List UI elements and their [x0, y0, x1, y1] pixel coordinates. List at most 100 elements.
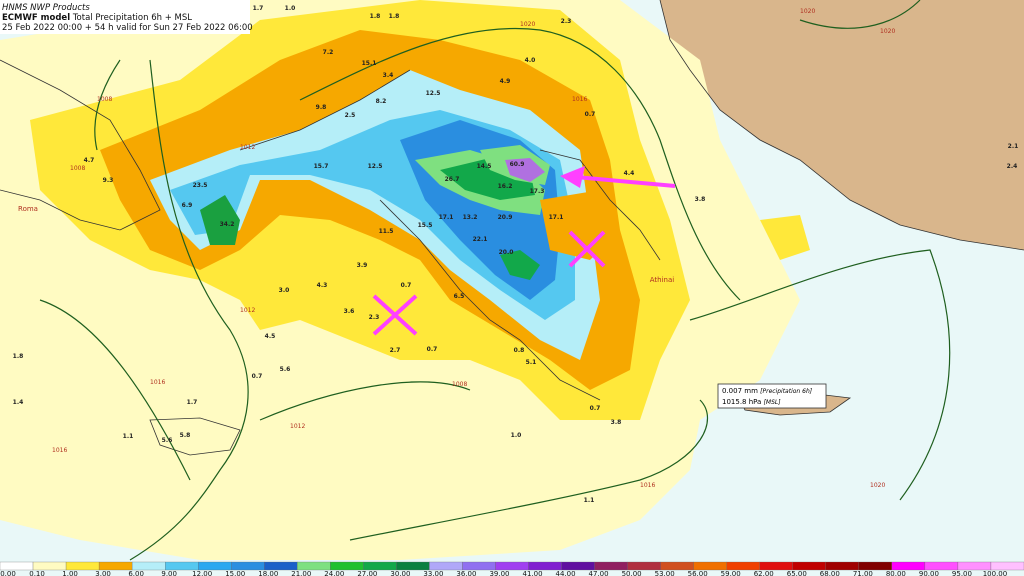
place-label: Athinai [650, 276, 675, 284]
land [660, 0, 1024, 250]
colorbar-label: 39.00 [489, 570, 509, 576]
isobar-label: 1012 [240, 307, 255, 314]
precip-value: 6.5 [454, 293, 465, 300]
precip-value: 0.8 [514, 347, 525, 354]
isobar [349, 249, 951, 541]
precip-value: 12.5 [368, 163, 383, 170]
colorbar-swatch [297, 561, 331, 571]
colorbar-label: 59.00 [721, 570, 741, 576]
colorbar-swatch [660, 561, 694, 571]
colorbar-label: 53.00 [655, 570, 675, 576]
colorbar-swatch [198, 561, 232, 571]
labels: Roma Athinai 1020 1016 1012 1012 1016 1016 1020 1… [13, 5, 1019, 504]
colorbar-label: 15.00 [225, 570, 245, 576]
colorbar-swatch [32, 561, 67, 571]
precip-value: 3.9 [357, 262, 368, 269]
colorbar-swatch [0, 561, 34, 571]
precip-value: 3.8 [695, 196, 706, 203]
precip-value: 3.6 [344, 308, 355, 315]
colorbar-label: 68.00 [820, 570, 840, 576]
colorbar: 0.00 0.10 1.00 3.00 6.00 9.00 12.00 15.00 18.00 2… [0, 561, 1024, 576]
coastline [659, 0, 1024, 251]
colorbar-swatch [726, 561, 760, 571]
precip-value: 6.9 [182, 202, 193, 209]
precip-value: 3.8 [611, 419, 622, 426]
isobar [94, 0, 921, 151]
precip-value: 15.5 [418, 222, 433, 229]
colorbar-label: 18.00 [258, 570, 278, 576]
precip-value: 12.5 [426, 90, 441, 97]
colorbar-swatch [528, 561, 562, 571]
colorbar-label: 36.00 [456, 570, 476, 576]
precip-value: 11.5 [379, 228, 394, 235]
precip-value: 17.1 [549, 214, 564, 221]
precip-value: 1.8 [389, 13, 400, 20]
precip-value: 4.9 [500, 78, 511, 85]
precip-value: 1.8 [13, 353, 24, 360]
colorbar-label: 56.00 [688, 570, 708, 576]
precip-value: 9.3 [103, 177, 114, 184]
colorbar-swatch [990, 561, 1024, 571]
colorbar-label: 50.00 [622, 570, 642, 576]
coastline [0, 59, 161, 231]
precip-value: 34.2 [220, 221, 235, 228]
precip-value: 15.1 [362, 60, 377, 67]
precip-value: 1.0 [511, 432, 522, 439]
header-valid: 25 Feb 2022 00:00 + 54 h valid for Sun 2… [2, 23, 253, 33]
precip-value: 2.5 [345, 112, 356, 119]
precip-value: 26.7 [445, 176, 460, 183]
colorbar-label: 24.00 [324, 570, 344, 576]
precip-value: 60.9 [510, 161, 525, 168]
precip-value: 4.0 [525, 57, 536, 64]
precip-value: 0.7 [590, 405, 601, 412]
tooltip-pressure-value: 1015.8 hPa [722, 398, 761, 406]
precip-value: 0.7 [585, 111, 596, 118]
colorbar-swatch [957, 561, 992, 571]
colorbar-swatch [759, 561, 793, 571]
precip-value: 5.1 [526, 359, 537, 366]
colorbar-label: 65.00 [787, 570, 807, 576]
isobar-label: 1020 [870, 482, 885, 489]
colorbar-label: 33.00 [423, 570, 443, 576]
colorbar-label: 47.00 [589, 570, 609, 576]
precip-value: 1.4 [13, 399, 24, 406]
precip-value: 1.0 [285, 5, 296, 12]
precip-value: 5.6 [280, 366, 291, 373]
precip-value: 20.9 [498, 214, 513, 221]
tooltip-precip-label: [Precipitation 6h] [760, 388, 813, 395]
precip-value: 3.0 [279, 287, 290, 294]
isobar-label: 1020 [800, 8, 815, 15]
header-product: Total Precipitation 6h + MSL [72, 13, 192, 23]
isobar-label: 1016 [572, 96, 587, 103]
colorbar-swatch [561, 561, 595, 571]
isobar-label: 1008 [97, 96, 112, 103]
isobar [299, 27, 741, 301]
precip-value: 4.4 [624, 170, 635, 177]
colorbar-label: 1.00 [62, 570, 78, 576]
colorbar-swatch [825, 561, 859, 571]
colorbar-label: 44.00 [556, 570, 576, 576]
colorbar-label: 12.00 [192, 570, 212, 576]
isobar-label: 1012 [290, 423, 305, 430]
colorbar-swatch [627, 561, 661, 571]
colorbar-swatch [462, 561, 496, 571]
precip-value: 9.8 [316, 104, 327, 111]
isobar-label: 1020 [520, 21, 535, 28]
header-bg [0, 0, 250, 34]
tooltip-line: 0.007 mm [Precipitation 6h] [722, 387, 813, 395]
isobar [39, 299, 471, 481]
colorbar-swatch [131, 561, 166, 571]
annotation-x [372, 294, 418, 336]
precip-value: 4.5 [265, 333, 276, 340]
isobar [129, 59, 249, 561]
tooltip-pressure-label: [MSL] [764, 399, 782, 406]
colorbar-swatch [792, 561, 826, 571]
precip-value: 2.1 [1008, 143, 1019, 150]
tooltip-precip-value: 0.007 mm [722, 387, 758, 395]
colorbar-swatch [858, 561, 893, 571]
precip-value: 1.1 [123, 433, 134, 440]
precip-value: 4.7 [84, 157, 95, 164]
precip-green [500, 250, 540, 280]
tooltip-line: 1015.8 hPa [MSL] [722, 398, 781, 406]
